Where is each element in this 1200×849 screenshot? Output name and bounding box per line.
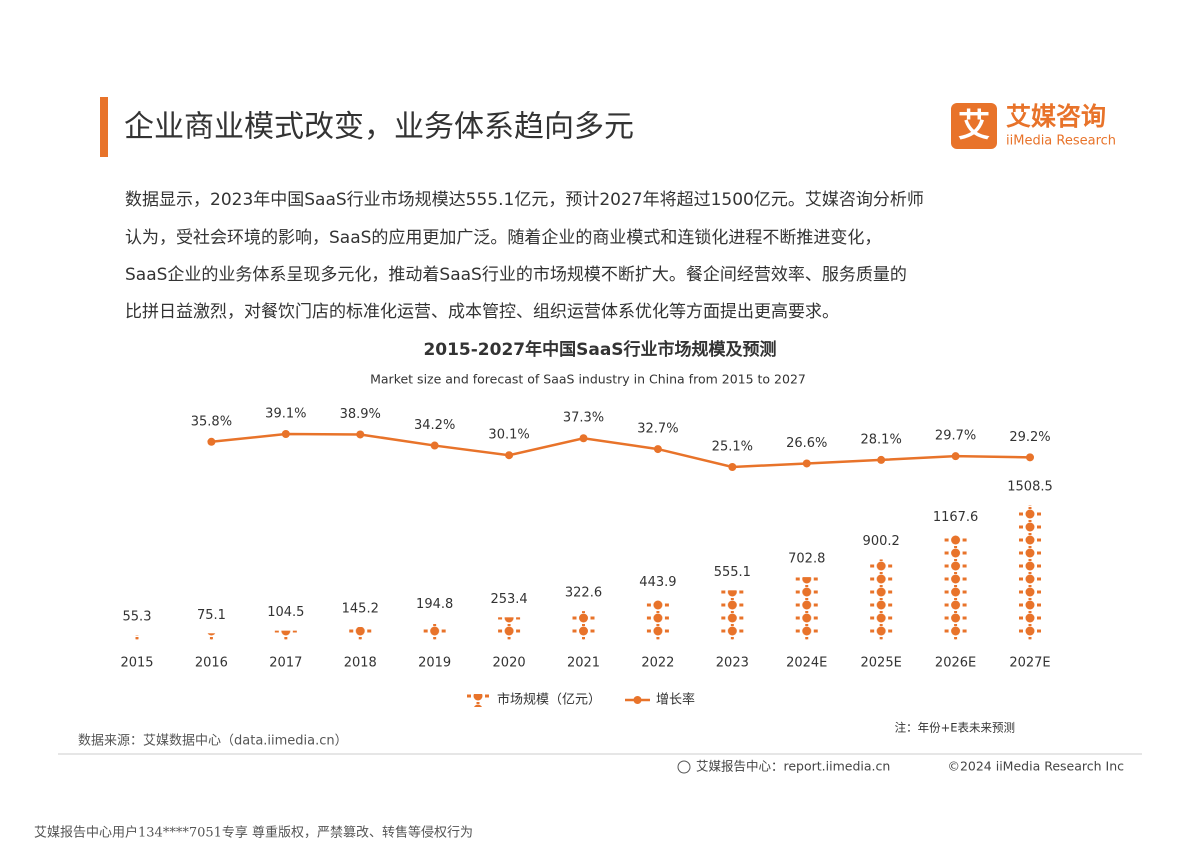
growth-label: 34.2% [414, 418, 455, 433]
x-tick-label: 2023 [716, 656, 749, 671]
bar [645, 600, 670, 640]
growth-point [1026, 453, 1034, 462]
growth-point [728, 463, 737, 471]
growth-point [877, 455, 886, 464]
bar [1018, 505, 1042, 640]
chart-source: 数据来源：艾媒数据中心（data.iimedia.cn） [78, 734, 348, 749]
x-tick-label: 2025E [861, 656, 902, 671]
growth-label: 30.1% [488, 428, 529, 443]
growth-point [356, 430, 365, 439]
x-tick-label: 2016 [195, 656, 228, 671]
paragraph-line: SaaS企业的业务体系呈现多元化，推动着SaaS行业的市场规模不断扩大。餐企间经… [125, 265, 907, 285]
footer-icon [677, 760, 691, 774]
bar [125, 635, 149, 640]
watermark: 艾媒报告中心用户134****7051专享 尊重版权，严禁篡改、转售等侵权行为 [34, 825, 473, 841]
bar-label: 75.1 [197, 608, 226, 623]
bar-label: 1167.6 [933, 510, 979, 525]
growth-label: 38.9% [340, 407, 381, 422]
paragraph-line: 认为，受社会环境的影响，SaaS的应用更加广泛。随着企业的商业模式和连锁化进程不… [125, 228, 881, 248]
bar [571, 611, 596, 640]
bar [273, 630, 298, 640]
growth-point [430, 441, 439, 450]
logo-cn: 艾媒咨询 [1006, 102, 1106, 131]
growth-point [505, 451, 514, 460]
x-tick-label: 2027E [1009, 656, 1050, 671]
title-accent [100, 97, 108, 157]
bar-label: 900.2 [863, 534, 900, 549]
bar [422, 622, 447, 640]
bar-label: 253.4 [490, 592, 527, 607]
x-tick-label: 2015 [120, 656, 153, 671]
x-tick-label: 2024E [786, 656, 827, 671]
growth-line [211, 432, 1031, 469]
x-tick-label: 2018 [344, 656, 377, 671]
growth-point [281, 430, 290, 438]
growth-label: 26.6% [786, 436, 827, 451]
growth-label: 29.7% [935, 429, 976, 444]
bar-label: 55.3 [123, 610, 152, 625]
x-tick-label: 2021 [567, 656, 600, 671]
growth-label: 25.1% [712, 440, 753, 455]
growth-label: 35.8% [191, 414, 232, 429]
bar-label: 555.1 [714, 565, 751, 580]
paragraph-line: 数据显示，2023年中国SaaS行业市场规模达555.1亿元，预计2027年将超… [125, 190, 924, 210]
bar [943, 535, 968, 640]
bar-label: 194.8 [416, 597, 453, 612]
legend-label: 增长率 [656, 692, 695, 708]
logo-icon: 艾 [958, 106, 990, 144]
x-tick-label: 2020 [493, 656, 526, 671]
bar-label: 443.9 [639, 575, 676, 590]
paragraph-line: 比拼日益激烈，对餐饮门店的标准化运营、成本管控、组织运营体系优化等方面提出更高要… [125, 302, 839, 322]
bar-label: 104.5 [267, 605, 304, 620]
legend-bar-icon [466, 694, 490, 707]
growth-point [951, 452, 960, 461]
bar [199, 633, 224, 640]
x-tick-label: 2019 [418, 656, 451, 671]
bar-label: 322.6 [565, 586, 602, 601]
footer-report: 艾媒报告中心：report.iimedia.cn [696, 759, 890, 774]
growth-point [802, 459, 811, 468]
chart-note: 注：年份+E表未来预测 [895, 721, 1015, 735]
bar-label: 702.8 [788, 552, 825, 567]
page-title: 企业商业模式改变，业务体系趋向多元 [124, 110, 634, 145]
bar [497, 617, 522, 640]
growth-label: 29.2% [1009, 430, 1050, 445]
growth-point [579, 434, 588, 443]
bar [348, 627, 373, 640]
legend-label: 市场规模（亿元） [497, 692, 601, 708]
growth-point [653, 445, 662, 454]
growth-point [207, 437, 216, 446]
growth-label: 28.1% [861, 432, 902, 447]
bar [720, 590, 745, 640]
x-tick-label: 2026E [935, 656, 976, 671]
growth-label: 39.1% [265, 407, 306, 422]
chart-subtitle: Market size and forecast of SaaS industr… [370, 372, 806, 387]
growth-label: 32.7% [637, 422, 678, 437]
chart-title: 2015-2027年中国SaaS行业市场规模及预测 [423, 339, 776, 360]
bar [794, 577, 819, 640]
growth-label: 37.3% [563, 411, 604, 426]
bar-label: 1508.5 [1007, 480, 1053, 495]
footer-copyright: ©2024 iiMedia Research Inc [947, 759, 1124, 774]
x-tick-label: 2022 [641, 656, 674, 671]
bar-label: 145.2 [342, 602, 379, 617]
legend-line-dot [633, 696, 642, 704]
logo-box [951, 103, 997, 149]
logo-en: iiMedia Research [1006, 134, 1116, 149]
x-tick-label: 2017 [269, 656, 302, 671]
bar [869, 559, 894, 640]
